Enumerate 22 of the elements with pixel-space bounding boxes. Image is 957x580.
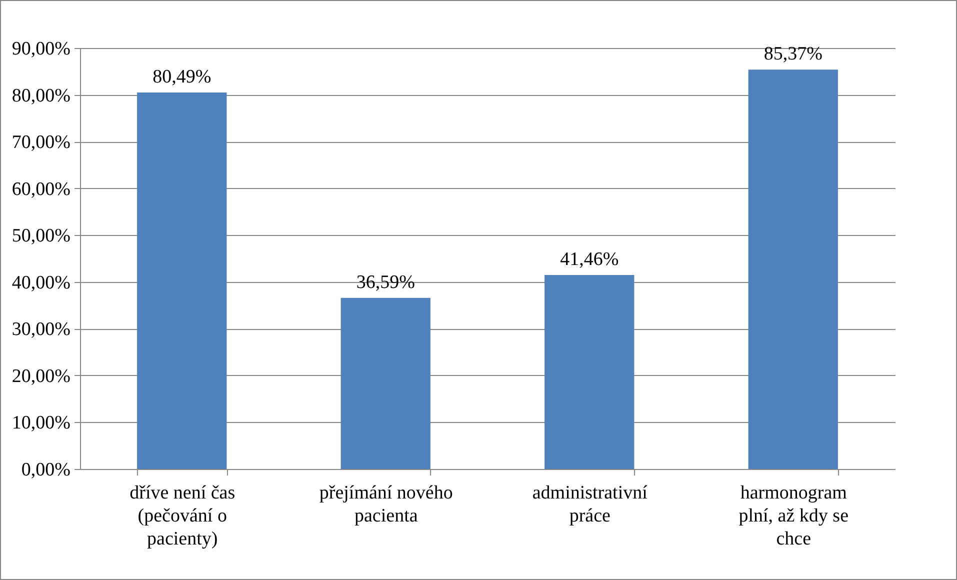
data-label: 41,46%	[560, 249, 619, 270]
y-tick-label: 80,00%	[12, 85, 71, 106]
bar	[340, 298, 430, 469]
x-tick-label: harmonogram plní, až kdy se chce	[738, 482, 849, 550]
y-tick-label: 30,00%	[12, 319, 71, 340]
x-tick-label: dříve není čas (pečování o pacienty)	[130, 482, 236, 550]
y-tick-label: 50,00%	[12, 226, 71, 247]
bar	[748, 70, 838, 469]
y-tick-label: 60,00%	[12, 178, 71, 200]
x-tick-label: přejímání nového pacienta	[319, 482, 453, 526]
y-tick-label: 70,00%	[12, 132, 71, 154]
y-tick-label: 40,00%	[12, 272, 71, 294]
x-tick-label: administrativní práce	[532, 482, 648, 526]
data-label: 36,59%	[356, 272, 416, 293]
y-tick-label: 10,00%	[12, 412, 71, 434]
bar	[544, 275, 634, 469]
bar	[137, 92, 227, 469]
y-tick-label: 0,00%	[21, 460, 71, 480]
y-tick-label: 20,00%	[12, 366, 71, 387]
data-label: 80,49%	[152, 66, 212, 88]
y-tick-label: 90,00%	[12, 38, 71, 60]
data-label: 85,37%	[764, 44, 823, 65]
